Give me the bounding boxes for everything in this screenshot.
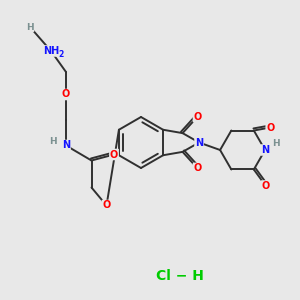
Text: O: O xyxy=(110,149,118,160)
Text: O: O xyxy=(262,181,270,191)
Text: N: N xyxy=(62,140,70,151)
Text: H: H xyxy=(272,140,279,148)
Text: 2: 2 xyxy=(58,50,63,59)
Text: O: O xyxy=(62,89,70,100)
Text: O: O xyxy=(266,122,275,133)
Text: O: O xyxy=(194,112,202,122)
Text: H: H xyxy=(26,22,34,32)
Text: H: H xyxy=(50,136,57,146)
Text: N: N xyxy=(261,145,269,155)
Text: O: O xyxy=(102,200,111,211)
Text: N: N xyxy=(195,137,203,148)
Text: NH: NH xyxy=(43,46,59,56)
Text: Cl − H: Cl − H xyxy=(156,269,204,283)
Text: O: O xyxy=(194,164,202,173)
